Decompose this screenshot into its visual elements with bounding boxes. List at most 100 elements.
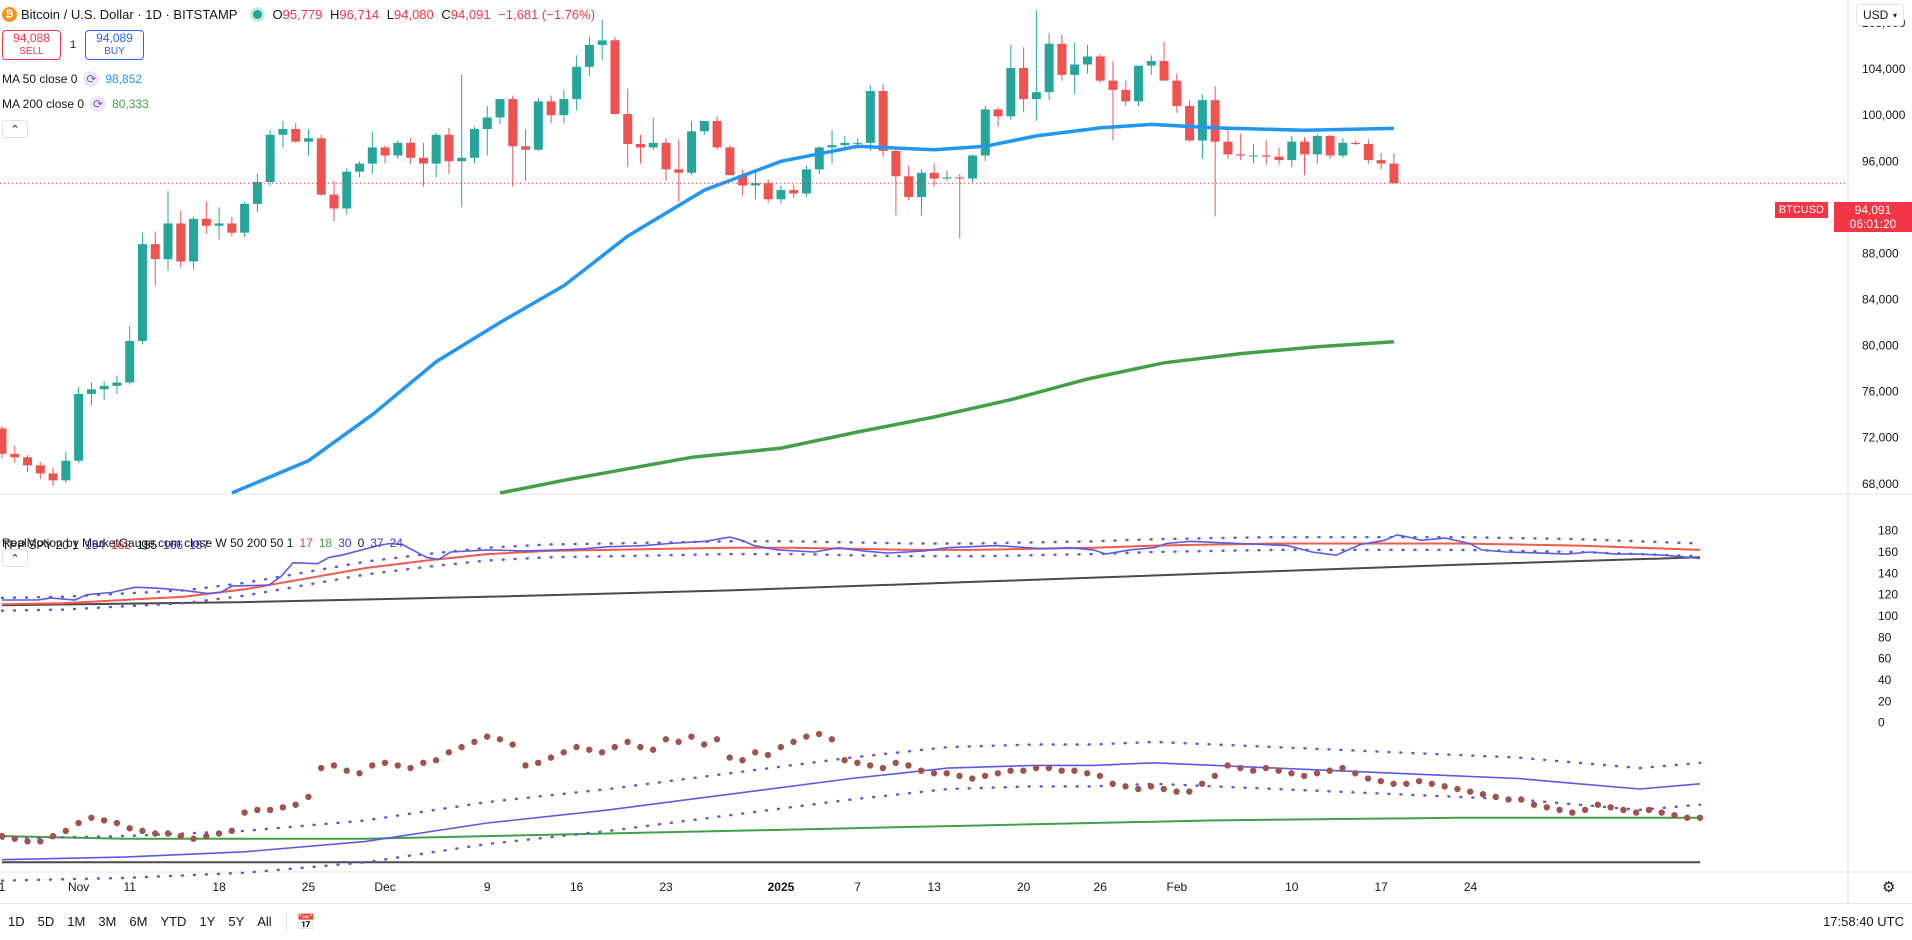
realmotion-dot xyxy=(356,770,363,777)
realmotion-dot xyxy=(637,743,644,751)
realmotion-dot xyxy=(1122,783,1129,790)
price-tick-label: 76,000 xyxy=(1862,385,1899,399)
realmotion-dot xyxy=(739,757,746,764)
candle-body xyxy=(610,40,620,115)
realmotion-upper-band xyxy=(0,740,1702,840)
candle-body xyxy=(968,155,978,179)
refresh-icon[interactable]: ⟳ xyxy=(90,96,107,112)
range-ytd-button[interactable]: YTD xyxy=(160,914,187,929)
candle-body xyxy=(738,175,748,186)
realmotion-dot xyxy=(139,827,146,835)
realmotion-dot xyxy=(1326,767,1333,774)
range-5y-button[interactable]: 5Y xyxy=(228,914,245,929)
buy-button[interactable]: 94,089 BUY xyxy=(85,30,144,60)
range-6m-button[interactable]: 6M xyxy=(129,914,148,929)
time-tick-label: 7 xyxy=(854,880,861,894)
ma50-line xyxy=(231,122,1394,495)
realmotion-dot xyxy=(1505,796,1512,803)
range-5d-button[interactable]: 5D xyxy=(37,914,55,929)
tpp-average-line xyxy=(1,542,1701,606)
realmotion-dot xyxy=(1441,783,1448,790)
candle-body xyxy=(1274,156,1284,161)
calendar-goto-icon[interactable]: 📅 xyxy=(296,913,316,931)
realmotion-dot xyxy=(432,757,440,764)
tpp-tick-label: 160 xyxy=(1878,545,1898,559)
candle-body xyxy=(189,218,199,262)
realmotion-dot xyxy=(662,736,670,743)
realmotion-dot xyxy=(752,749,759,756)
time-tick-label: 25 xyxy=(302,880,316,894)
candle-body xyxy=(763,183,773,200)
collapse-legend-button[interactable]: ⌃ xyxy=(2,120,28,138)
sell-button[interactable]: 94,088 SELL xyxy=(2,30,61,60)
candle-body xyxy=(853,142,863,144)
realmotion-dot xyxy=(1364,775,1372,782)
candle-body xyxy=(418,157,428,164)
realmotion-dot xyxy=(228,827,236,835)
chart-canvas[interactable]: 68,00072,00076,00080,00084,00088,00092,0… xyxy=(0,0,1912,903)
realmotion-dot xyxy=(905,762,912,769)
realmotion-dot xyxy=(1249,767,1257,774)
realmotion-dot xyxy=(1058,767,1065,774)
tpp-tick-label: 0 xyxy=(1878,716,1885,730)
realmotion-dot xyxy=(75,819,82,827)
realmotion-dot xyxy=(266,806,274,814)
candle-body xyxy=(559,99,569,116)
range-1d-button[interactable]: 1D xyxy=(8,914,25,929)
legend-tpp[interactable]: TPP SPY 20 1 154 162 155 166 157 xyxy=(2,538,210,552)
candle-body xyxy=(993,109,1003,117)
candle-body xyxy=(1338,142,1348,156)
price-tick-label: 104,000 xyxy=(1862,62,1906,76)
realmotion-dot xyxy=(828,736,836,743)
range-1y-button[interactable]: 1Y xyxy=(199,914,216,929)
currency-select[interactable]: USD ▾ xyxy=(1856,4,1904,26)
realmotion-dot xyxy=(24,838,31,845)
utc-clock[interactable]: 17:58:40 UTC xyxy=(1823,914,1904,929)
candle-body xyxy=(661,142,671,170)
tpp-tick-label: 60 xyxy=(1878,652,1892,666)
realmotion-dot xyxy=(777,743,784,751)
candle-body xyxy=(278,129,288,135)
gear-icon[interactable]: ⚙ xyxy=(1882,879,1896,896)
candle-body xyxy=(1006,67,1016,117)
realmotion-dot xyxy=(420,759,427,767)
realmotion-dot xyxy=(1186,788,1193,795)
candle-body xyxy=(1044,43,1054,93)
candle-body xyxy=(955,177,965,179)
symbol-title[interactable]: Bitcoin / U.S. Dollar · 1D · BITSTAMP xyxy=(21,6,238,22)
candle-body xyxy=(1019,67,1029,100)
collapse-indicator-legend-button[interactable]: ⌃ xyxy=(2,549,28,567)
range-all-button[interactable]: All xyxy=(257,914,272,929)
realmotion-dot xyxy=(407,764,414,772)
realmotion-dot xyxy=(573,743,580,751)
candle-body xyxy=(201,218,211,226)
realmotion-dot xyxy=(943,770,950,777)
candle-body xyxy=(137,244,147,341)
candle-body xyxy=(1389,163,1399,184)
realmotion-dot xyxy=(1671,811,1678,819)
candle-body xyxy=(648,142,658,148)
realmotion-dot xyxy=(1377,777,1385,785)
price-tick-label: 100,000 xyxy=(1862,108,1906,122)
realmotion-dot xyxy=(177,832,184,840)
realmotion-dot xyxy=(164,830,172,837)
range-3m-button[interactable]: 3M xyxy=(98,914,117,929)
realmotion-dot xyxy=(381,759,389,767)
realmotion-dot xyxy=(37,838,44,845)
legend-ma200[interactable]: MA 200 close 0 ⟳ 80,333 xyxy=(2,96,149,112)
candle-body xyxy=(712,120,722,148)
refresh-icon[interactable]: ⟳ xyxy=(83,71,100,87)
legend-ma50[interactable]: MA 50 close 0 ⟳ 98,852 xyxy=(2,71,143,87)
range-1m-button[interactable]: 1M xyxy=(67,914,86,929)
candle-body xyxy=(1248,155,1258,157)
legend-realmotion[interactable]: RealMotion by MarketGauge.com close W 50… xyxy=(2,536,403,550)
realmotion-dot xyxy=(1428,780,1436,787)
tpp-tick-label: 120 xyxy=(1878,588,1898,602)
realmotion-dot xyxy=(1684,814,1691,821)
realmotion-dot xyxy=(1352,770,1359,777)
candle-body xyxy=(303,138,313,142)
realmotion-dot xyxy=(522,762,529,769)
realmotion-dot xyxy=(764,751,772,759)
realmotion-dot xyxy=(1071,767,1078,774)
realmotion-dot xyxy=(918,767,925,774)
